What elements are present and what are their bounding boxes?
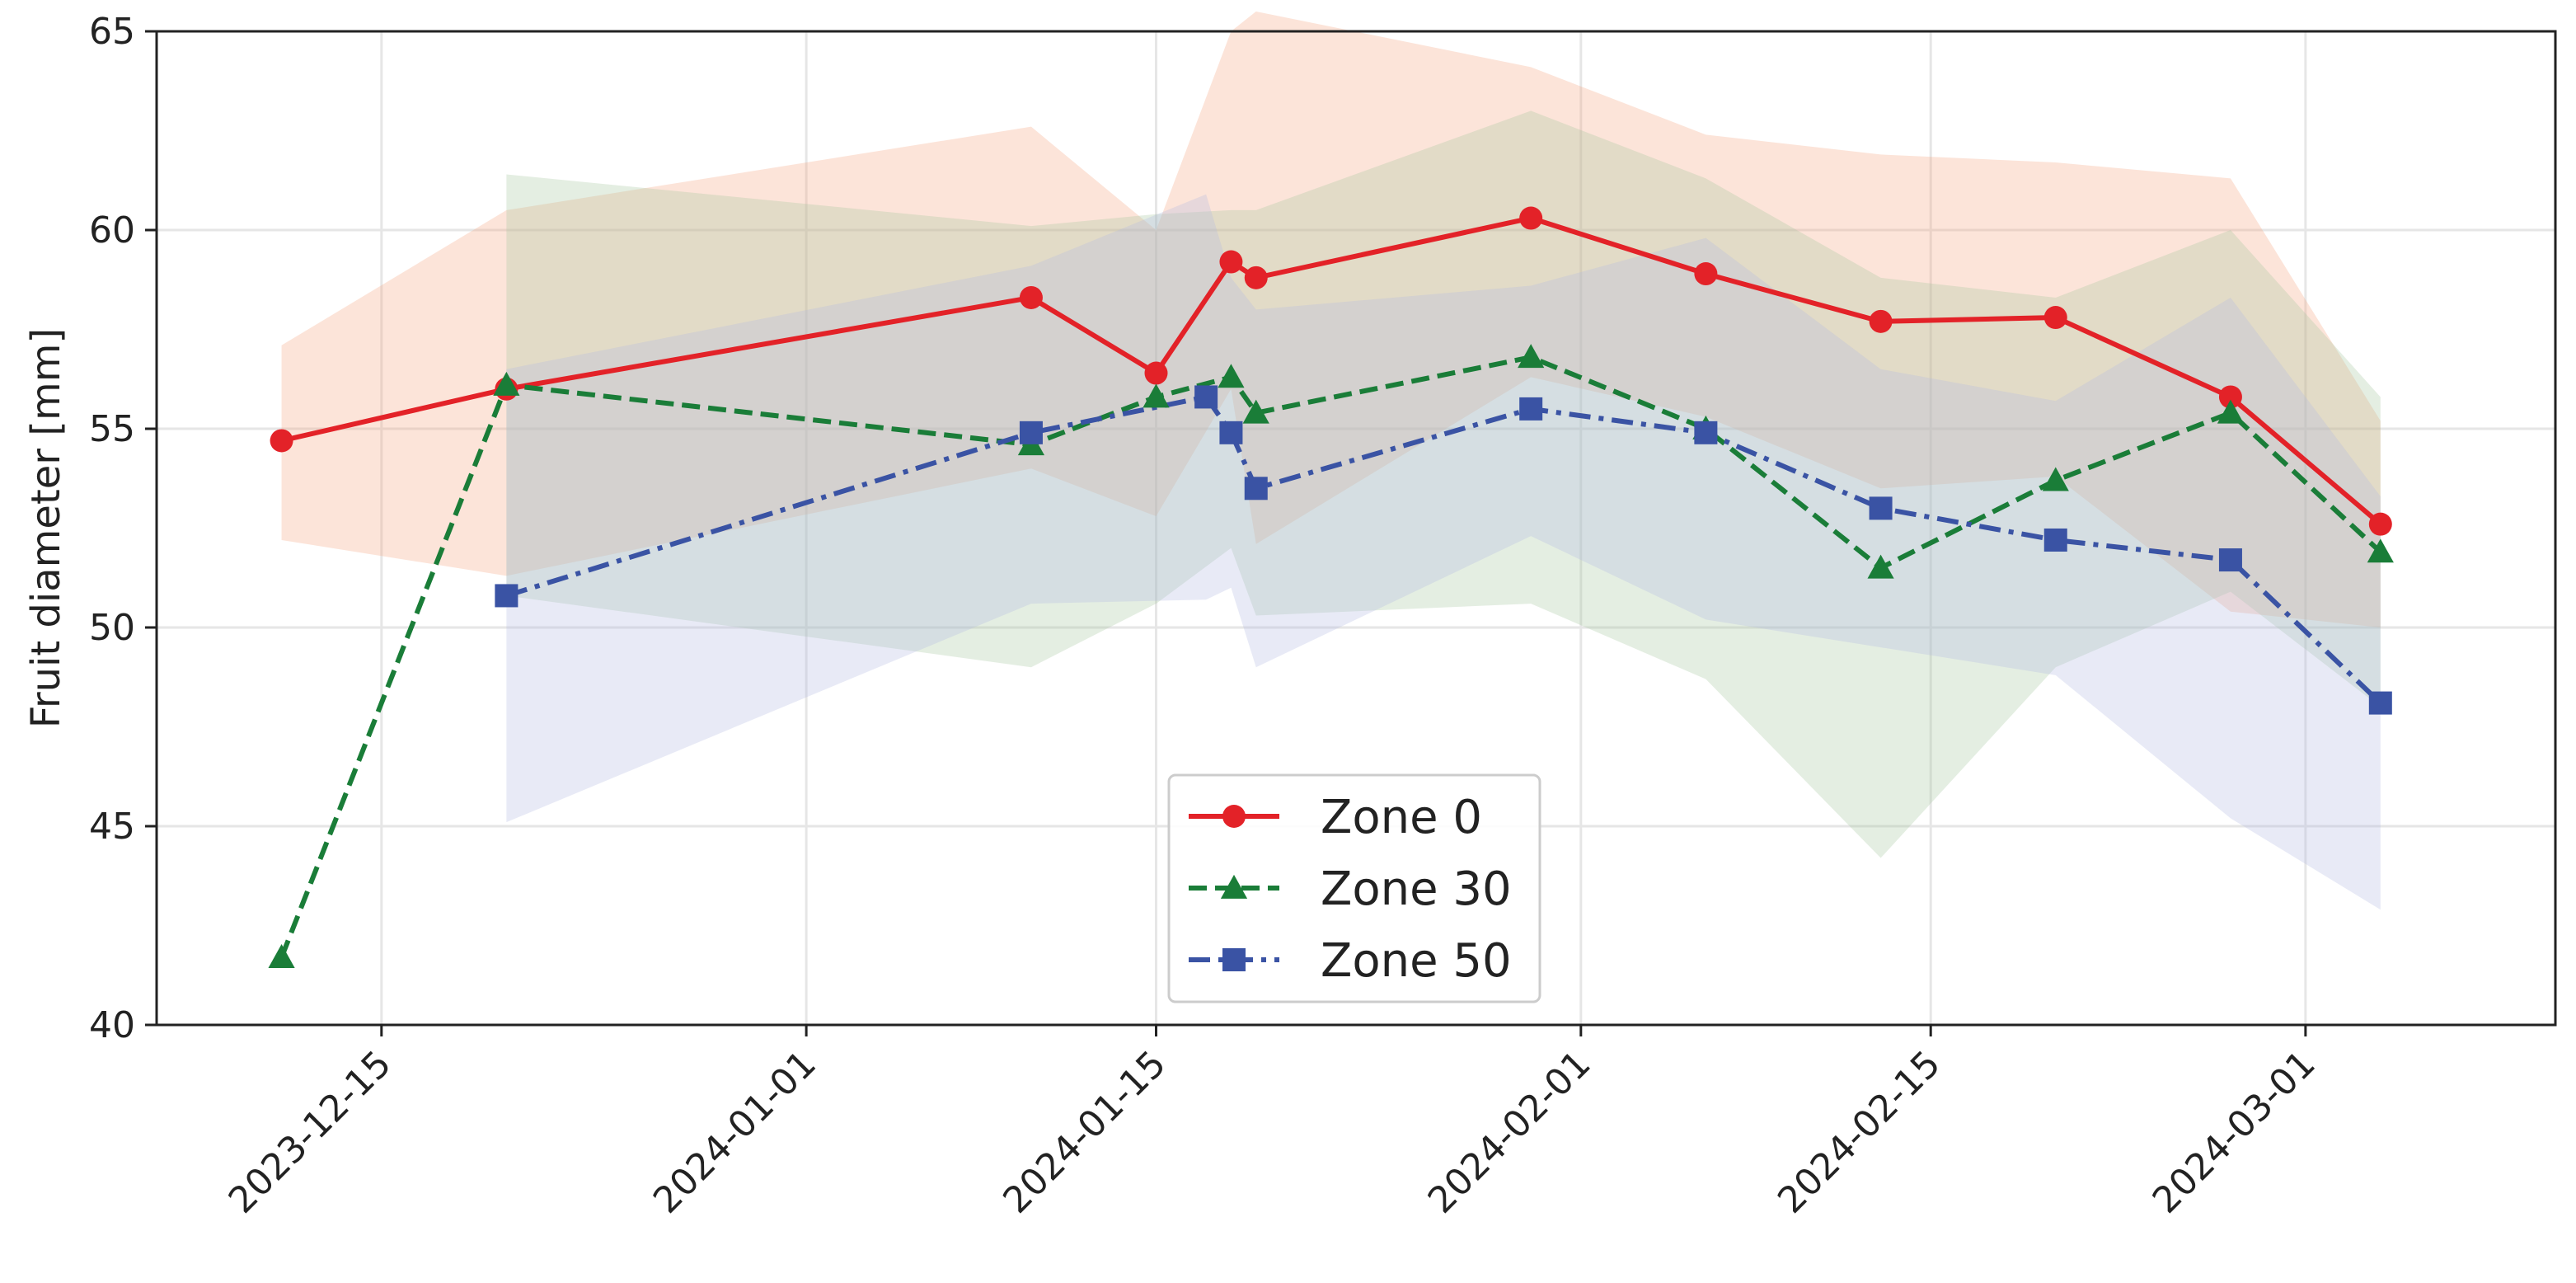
point-zone-0	[1519, 206, 1543, 230]
point-zone-50	[1869, 496, 1893, 520]
point-zone-30	[1242, 399, 1269, 424]
legend-marker-zone-30	[1220, 874, 1248, 899]
line-zone-0	[280, 215, 2382, 526]
y-tick-label: 55	[89, 408, 135, 450]
legend-label-zone-50: Zone 50	[1321, 934, 1512, 988]
point-zone-30	[2367, 538, 2394, 563]
legend-label-zone-30: Zone 30	[1321, 862, 1512, 916]
point-zone-50	[1519, 397, 1543, 421]
confidence-bands	[281, 11, 2381, 910]
y-tick-label: 60	[89, 209, 135, 251]
series-markers	[268, 206, 2394, 968]
point-zone-30	[2217, 399, 2245, 424]
point-zone-50	[1694, 421, 1718, 444]
point-zone-50	[2043, 528, 2067, 552]
point-zone-0	[2043, 306, 2067, 330]
legend: Zone 0 Zone 30 Zone 50	[1167, 773, 1541, 1003]
line-zone-30	[279, 355, 2382, 959]
point-zone-0	[2368, 512, 2392, 536]
y-tick-label: 45	[89, 806, 135, 848]
point-zone-50	[1194, 385, 1218, 409]
point-zone-30	[1867, 554, 1894, 579]
legend-label-zone-0: Zone 0	[1321, 791, 1482, 844]
point-zone-50	[2218, 548, 2242, 572]
point-zone-50	[2368, 691, 2392, 715]
point-zone-30	[1518, 344, 1545, 369]
point-zone-30	[268, 943, 295, 968]
point-zone-30	[493, 371, 520, 396]
point-zone-30	[1218, 364, 1245, 388]
plot-frame	[155, 30, 2557, 1027]
legend-marker-zone-0	[1222, 805, 1246, 828]
point-zone-0	[1869, 309, 1893, 333]
band-zone-50	[506, 194, 2381, 910]
point-zone-50	[1019, 421, 1043, 444]
point-zone-30	[1143, 383, 1170, 408]
band-zone-30	[506, 110, 2381, 858]
y-tick-label: 65	[89, 11, 135, 53]
point-zone-0	[2218, 385, 2242, 409]
point-zone-0	[1144, 361, 1168, 385]
y-tick-label: 40	[89, 1004, 135, 1046]
point-zone-50	[495, 584, 518, 608]
legend-marker-zone-50	[1222, 948, 1246, 971]
band-zone-0	[281, 11, 2381, 627]
point-zone-0	[1219, 250, 1243, 274]
legend-box	[1167, 773, 1541, 1003]
point-zone-0	[270, 429, 293, 453]
point-zone-50	[1219, 421, 1243, 444]
y-axis-title: Fruit diameter [mm]	[23, 328, 69, 729]
point-zone-0	[1019, 285, 1043, 309]
point-zone-30	[2042, 467, 2069, 491]
y-tick-label: 50	[89, 607, 135, 649]
point-zone-0	[1694, 262, 1718, 286]
point-zone-0	[1244, 266, 1268, 289]
point-zone-50	[1244, 477, 1268, 501]
